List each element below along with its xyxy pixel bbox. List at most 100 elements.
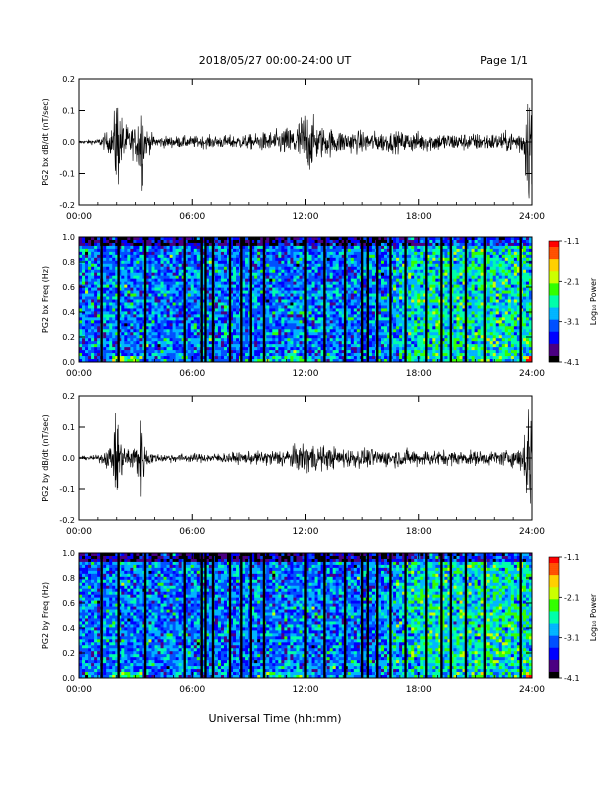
spectrogram-cell (139, 338, 143, 342)
spectrogram-cell (236, 266, 240, 271)
spectrogram-cell (266, 317, 270, 321)
spectrogram-cell (311, 251, 315, 256)
spectrogram-cell (377, 281, 382, 285)
spectrogram-cell (115, 347, 119, 351)
y-tick-label: -0.2 (59, 201, 75, 210)
spectrogram-cell (317, 296, 321, 300)
spectrogram-cell (85, 329, 89, 333)
spectrogram-cell (281, 263, 285, 268)
spectrogram-cell (254, 314, 258, 318)
spectrogram-cell (169, 257, 173, 262)
spectrogram-cell (381, 302, 385, 306)
spectrogram-cell (145, 287, 149, 291)
spectrogram-cell (405, 284, 409, 288)
spectrogram-cell (103, 335, 107, 339)
spectrogram-cell (157, 320, 161, 324)
spectrogram-cell (269, 338, 273, 342)
spectrogram-cell (226, 335, 231, 339)
spectrogram-cell (181, 281, 185, 285)
spectrogram-cell (350, 278, 355, 282)
spectrogram-cell (223, 341, 228, 345)
spectrogram-cell (299, 239, 303, 244)
spectrogram-cell (166, 353, 170, 357)
spectrogram-cell (233, 308, 237, 312)
spectrogram-cell (402, 263, 406, 268)
spectrogram-cell (214, 242, 219, 247)
spectrogram-cell (384, 332, 388, 336)
spectrogram-cell (88, 248, 92, 253)
spectrogram-cell (257, 284, 261, 288)
spectrogram-cell (79, 239, 83, 244)
spectrogram-cell (335, 356, 340, 360)
spectrogram-cell (106, 242, 110, 247)
spectrogram-cell (387, 284, 391, 288)
spectrogram-cell (124, 359, 128, 363)
spectrogram-cell (85, 305, 89, 309)
spectrogram-cell (245, 266, 249, 271)
spectrogram-cell (181, 245, 185, 250)
spectrogram-cell (308, 356, 312, 360)
spectrogram-cell (236, 254, 240, 259)
spectrogram-cell (266, 299, 270, 303)
spectrogram-cell (305, 347, 309, 351)
spectrogram-cell (251, 251, 255, 256)
spectrogram-cell (296, 341, 300, 345)
spectrogram-cell (344, 263, 349, 268)
spectrogram-cell (127, 287, 131, 291)
spectrogram-cell (287, 242, 291, 247)
spectrogram-cell (290, 350, 294, 354)
spectrogram-cell (118, 275, 122, 279)
spectrogram-cell (302, 275, 306, 279)
spectrogram-cell (411, 260, 415, 265)
spectrogram-cell (236, 296, 240, 300)
spectrogram-cell (293, 296, 297, 300)
spectrogram-cell (257, 332, 261, 336)
spectrogram-cell (88, 269, 92, 274)
spectrogram-cell (341, 329, 346, 333)
spectrogram-cell (214, 290, 219, 294)
spectrogram-cell (329, 299, 333, 303)
spectrogram-cell (402, 320, 406, 324)
spectrogram-cell (157, 344, 161, 348)
spectrogram-cell (233, 314, 237, 318)
spectrogram-cell (293, 257, 297, 262)
spectrogram-cell (112, 329, 116, 333)
spectrogram-cell (353, 278, 358, 282)
spectrogram-cell (157, 278, 161, 282)
spectrogram-cell (242, 242, 246, 247)
spectrogram-cell (329, 344, 333, 348)
spectrogram-cell (356, 269, 361, 274)
spectrogram-cell (411, 269, 415, 274)
spectrogram-cell (181, 242, 185, 247)
spectrogram-cell (335, 293, 340, 297)
spectrogram-cell (302, 272, 306, 276)
spectrogram-cell (148, 350, 152, 354)
spectrogram-cell (335, 299, 340, 303)
spectrogram-cell (154, 302, 158, 306)
spectrogram-cell (402, 344, 406, 348)
spectrogram-cell (317, 242, 321, 247)
spectrogram-cell (326, 239, 330, 244)
spectrogram-cell (223, 311, 228, 315)
spectrogram-cell (230, 299, 234, 303)
spectrogram-cell (94, 251, 98, 256)
spectrogram-cell (387, 317, 391, 321)
spectrogram-cell (417, 275, 421, 279)
spectrogram-cell (193, 356, 198, 360)
spectrogram-cell (429, 290, 433, 294)
spectrogram-cell (287, 308, 291, 312)
spectrogram-cell (426, 296, 430, 300)
spectrogram-cell (290, 278, 294, 282)
spectrogram-cell (377, 326, 382, 330)
spectrogram-cell (103, 237, 107, 241)
spectrogram-cell (423, 275, 427, 279)
spectrogram-cell (91, 257, 95, 262)
spectrogram-cell (272, 269, 276, 274)
spectrogram-cell (296, 248, 300, 253)
spectrogram-cell (432, 302, 436, 306)
spectrogram-cell (124, 317, 128, 321)
spectrogram-cell (109, 302, 113, 306)
spectrogram-cell (332, 296, 336, 300)
spectrogram-cell (226, 323, 231, 327)
spectrogram-cell (381, 311, 385, 315)
